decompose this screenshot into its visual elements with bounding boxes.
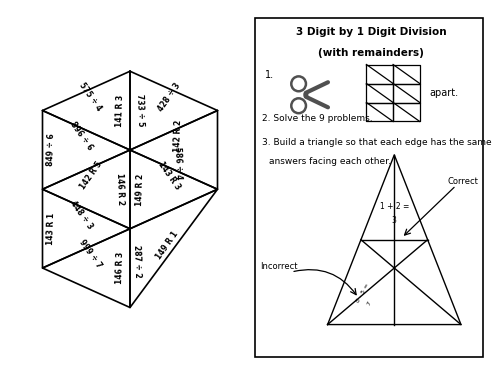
Text: 142 R 5: 142 R 5 bbox=[78, 160, 104, 191]
Text: 1 + 2 =: 1 + 2 = bbox=[380, 202, 409, 211]
Text: 8 - 5 =: 8 - 5 = bbox=[356, 282, 371, 303]
Text: 896 ÷ 6: 896 ÷ 6 bbox=[68, 120, 95, 152]
Text: 999 ÷ 7: 999 ÷ 7 bbox=[78, 238, 104, 270]
Text: 428 ÷ 3: 428 ÷ 3 bbox=[156, 81, 182, 113]
Text: 849 ÷ 6: 849 ÷ 6 bbox=[46, 134, 56, 166]
Text: 287 ÷ 2: 287 ÷ 2 bbox=[132, 245, 142, 278]
Text: 149 R 1: 149 R 1 bbox=[154, 230, 180, 261]
Text: Correct: Correct bbox=[448, 177, 479, 186]
Text: (with remainders): (with remainders) bbox=[318, 48, 424, 58]
Text: Incorrect: Incorrect bbox=[260, 262, 298, 271]
Text: 143 R 1: 143 R 1 bbox=[46, 212, 56, 245]
Text: 586 ÷ 4: 586 ÷ 4 bbox=[173, 147, 184, 180]
Text: 733 ÷ 5: 733 ÷ 5 bbox=[135, 94, 145, 127]
FancyBboxPatch shape bbox=[255, 18, 483, 357]
Text: 141 R 3: 141 R 3 bbox=[115, 94, 125, 127]
Text: 142 R 2: 142 R 2 bbox=[173, 120, 184, 153]
Text: 146 R 2: 146 R 2 bbox=[115, 173, 125, 206]
Text: 143 R 3: 143 R 3 bbox=[156, 160, 182, 191]
Text: 2. Solve the 9 problems.: 2. Solve the 9 problems. bbox=[262, 114, 373, 123]
Text: 146 R 3: 146 R 3 bbox=[115, 252, 125, 284]
Text: 575 ÷ 4: 575 ÷ 4 bbox=[78, 81, 104, 113]
Text: 7: 7 bbox=[366, 300, 372, 306]
Text: apart.: apart. bbox=[430, 88, 458, 98]
Text: 3: 3 bbox=[392, 216, 396, 225]
Circle shape bbox=[304, 92, 308, 98]
Text: 3. Build a triangle so that each edge has the same: 3. Build a triangle so that each edge ha… bbox=[262, 138, 492, 147]
Text: 448 ÷ 3: 448 ÷ 3 bbox=[68, 199, 95, 231]
Text: 1.: 1. bbox=[264, 70, 274, 80]
Text: 3 Digit by 1 Digit Division: 3 Digit by 1 Digit Division bbox=[296, 27, 446, 37]
Text: answers facing each other.: answers facing each other. bbox=[270, 157, 392, 166]
Text: 149 R 2: 149 R 2 bbox=[135, 173, 145, 206]
